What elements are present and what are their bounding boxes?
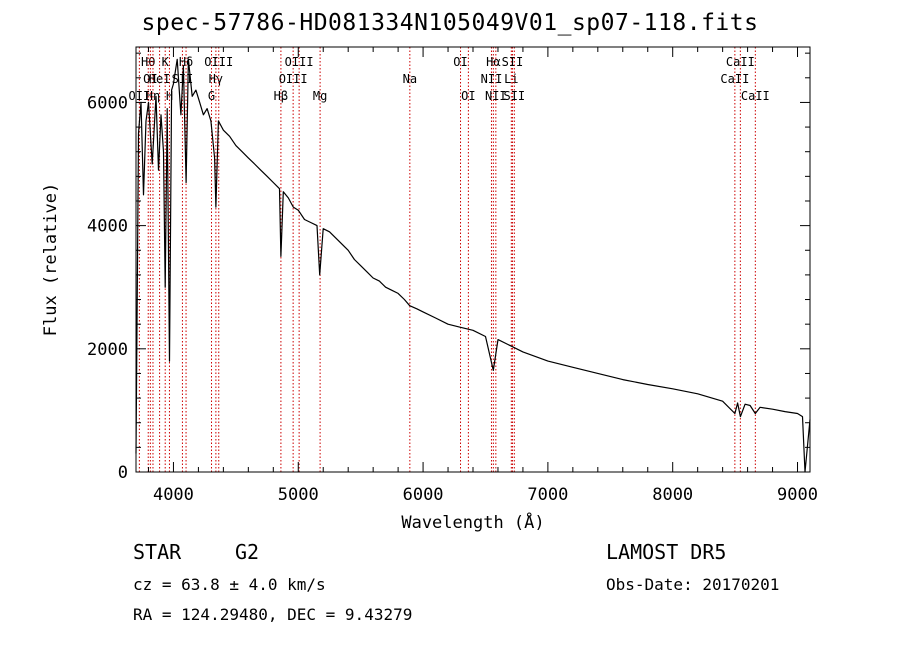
line-marker-label: SII	[502, 55, 524, 69]
line-marker-label: NII	[481, 72, 503, 86]
line-marker-label: CaII	[720, 72, 749, 86]
line-marker-label: K	[162, 55, 170, 69]
line-marker-label: H	[166, 89, 173, 103]
x-axis-label: Wavelength (Å)	[401, 511, 544, 533]
survey-name: LAMOST DR5	[606, 540, 727, 564]
line-marker-label: G	[208, 89, 215, 103]
line-marker-label: SII	[503, 89, 525, 103]
line-marker-label: Li	[504, 72, 518, 86]
line-marker-label: CaII	[726, 55, 755, 69]
x-tick-label: 9000	[777, 485, 818, 505]
line-marker-label: OIII	[285, 55, 314, 69]
x-tick-label: 7000	[527, 485, 568, 505]
line-marker-label: OIII	[204, 55, 233, 69]
line-marker-label: HeI	[149, 72, 171, 86]
line-marker-label: Mg	[313, 89, 327, 103]
x-tick-label: 4000	[153, 485, 194, 505]
line-marker-label: OI	[461, 89, 475, 103]
y-tick-label: 6000	[87, 93, 128, 113]
observation-date: Obs-Date: 20170201	[606, 575, 780, 594]
y-tick-label: 0	[118, 463, 128, 483]
y-tick-label: 2000	[87, 340, 128, 360]
line-marker-label: CaII	[741, 89, 770, 103]
line-marker-label: Hδ	[179, 55, 193, 69]
x-tick-label: 5000	[278, 485, 319, 505]
line-marker-label: Hβ	[274, 89, 288, 103]
object-subclass: G2	[235, 540, 260, 564]
spectrum-line	[135, 58, 811, 473]
redshift-readout: cz = 63.8 ± 4.0 km/s	[133, 575, 326, 594]
line-marker-label: OI	[453, 55, 467, 69]
line-marker-label: NII	[485, 89, 507, 103]
line-marker-label: Hθ	[141, 55, 155, 69]
object-class: STAR	[133, 540, 182, 564]
line-marker-label: Hγ	[209, 72, 223, 86]
line-marker-label: Hα	[486, 55, 500, 69]
y-axis-label: Flux (relative)	[41, 183, 61, 337]
plot-frame	[135, 46, 811, 473]
line-marker-label: Hη	[146, 89, 160, 103]
line-marker-label: OIII	[279, 72, 308, 86]
x-tick-label: 6000	[403, 485, 444, 505]
x-tick-label: 8000	[652, 485, 693, 505]
line-marker-label: OII	[129, 89, 151, 103]
line-marker-label: OI	[143, 72, 157, 86]
coordinates-readout: RA = 124.29480, DEC = 9.43279	[133, 605, 413, 624]
chart-title: spec-57786-HD081334N105049V01_sp07-118.f…	[141, 10, 759, 36]
line-marker-label: Na	[403, 72, 417, 86]
y-tick-label: 4000	[87, 217, 128, 237]
